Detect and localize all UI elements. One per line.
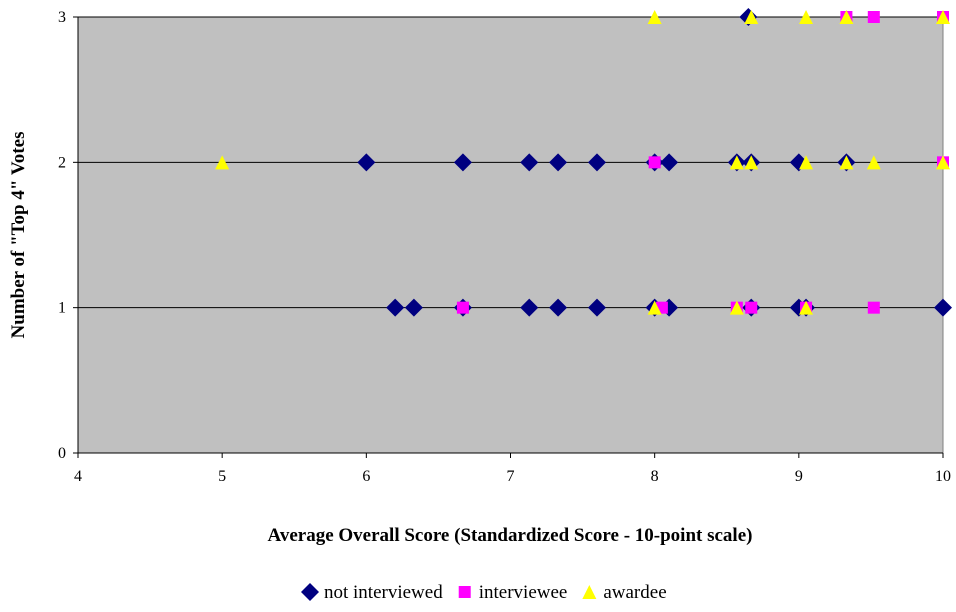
series-awardee [215,10,950,315]
legend-marker [458,586,471,598]
awardee-point [866,155,881,170]
awardee-point [799,155,814,170]
legend: not interviewed interviewee awardee [301,582,667,603]
legend-label: awardee [603,582,666,603]
interviewee-point [867,11,880,23]
data-points [215,8,952,317]
x-tick-label: 10 [935,468,951,485]
not-interviewed-point [549,153,568,172]
legend-item: awardee [582,582,667,603]
not-interviewed-point [386,298,405,317]
x-tick-label: 4 [74,468,82,485]
interviewee-point [648,156,661,169]
interviewee-point [745,301,758,314]
not-interviewed-point [453,153,472,172]
y-tick-label: 3 [58,9,66,26]
legend-marker [301,583,319,601]
interviewee-point [456,301,469,314]
y-axis-title: Number of "Top 4" Votes [8,132,29,339]
x-tick-label: 5 [218,468,226,485]
not-interviewed-point [549,298,568,317]
legend-item: interviewee [458,582,568,603]
x-tick-label: 7 [507,468,515,485]
legend-marker [582,585,597,599]
awardee-point [839,155,854,170]
awardee-point [799,300,814,315]
awardee-point [799,10,814,24]
awardee-point [729,300,744,315]
awardee-point [936,10,950,24]
awardee-point [215,155,230,170]
y-tick-label: 0 [58,445,66,462]
not-interviewed-point [520,298,539,317]
y-axis-ticks: 0 1 2 3 [58,9,78,462]
not-interviewed-point [588,153,606,172]
legend-item: not interviewed [301,582,443,603]
not-interviewed-point [357,153,376,172]
not-interviewed-point [520,153,539,172]
plot-area [77,16,944,454]
awardee-point [936,155,950,170]
x-axis-title: Average Overall Score (Standardized Scor… [268,525,753,546]
awardee-point [839,10,854,24]
y-tick-label: 1 [58,300,66,317]
x-tick-label: 8 [651,468,659,485]
awardee-point [744,155,759,170]
x-tick-label: 9 [795,468,803,485]
interviewee-point [867,301,880,314]
x-axis-ticks: 4 5 6 7 8 9 10 [74,453,951,485]
not-interviewed-point [934,298,952,317]
awardee-point [647,10,662,24]
awardee-point [744,10,759,24]
not-interviewed-point [588,298,606,317]
legend-label: not interviewed [324,582,443,603]
x-tick-label: 6 [362,468,370,485]
awardee-point [729,155,744,170]
not-interviewed-point [660,153,679,172]
not-interviewed-point [404,298,423,317]
awardee-point [647,300,662,315]
y-tick-label: 2 [58,154,66,171]
legend-label: interviewee [479,582,568,603]
